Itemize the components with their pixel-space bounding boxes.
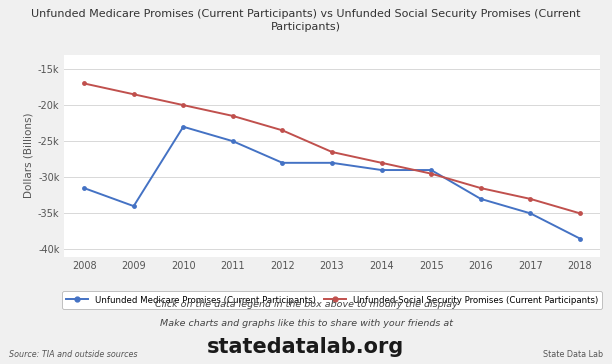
Text: State Data Lab: State Data Lab <box>543 349 603 359</box>
Y-axis label: Dollars (Billions): Dollars (Billions) <box>24 113 34 198</box>
Text: Source: TIA and outside sources: Source: TIA and outside sources <box>9 349 138 359</box>
Text: Click on the data legend in the box above to modify the display: Click on the data legend in the box abov… <box>155 300 457 309</box>
Text: Make charts and graphs like this to share with your friends at: Make charts and graphs like this to shar… <box>160 318 452 328</box>
Text: Unfunded Medicare Promises (Current Participants) vs Unfunded Social Security Pr: Unfunded Medicare Promises (Current Part… <box>31 9 581 32</box>
Text: statedatalab.org: statedatalab.org <box>207 337 405 357</box>
Legend: Unfunded Medicare Promises (Current Participants), Unfunded Social Security Prom: Unfunded Medicare Promises (Current Part… <box>62 291 602 309</box>
